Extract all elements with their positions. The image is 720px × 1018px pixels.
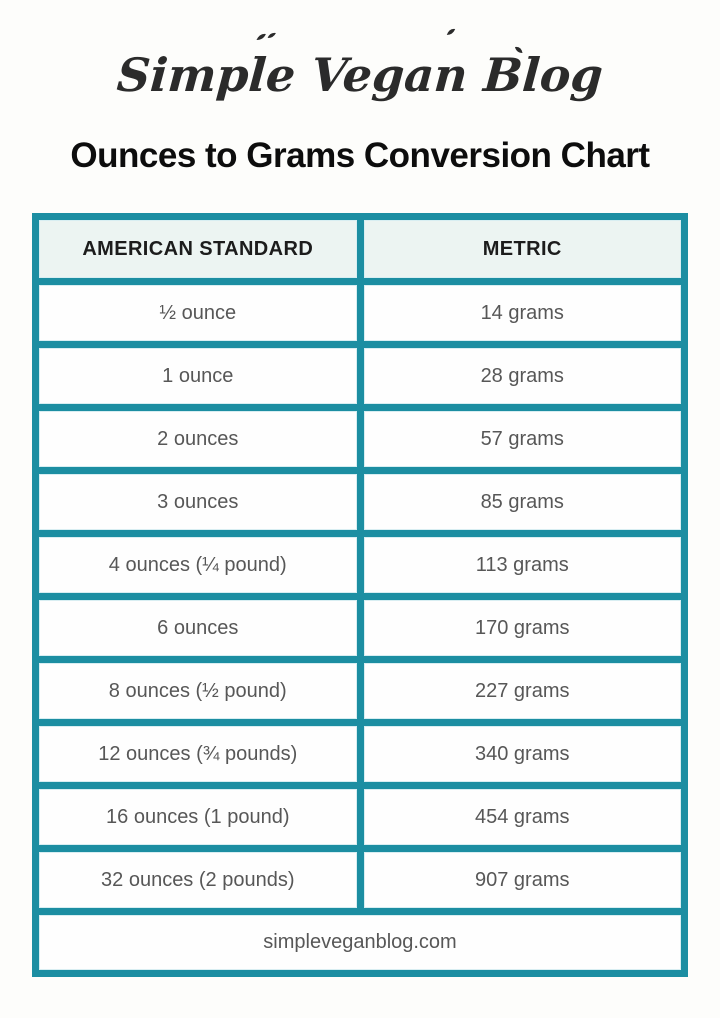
table-cell-metric: 454 grams <box>363 789 681 845</box>
table-cell-metric: 113 grams <box>363 537 681 593</box>
table-cell-standard: 32 ounces (2 pounds) <box>39 852 357 908</box>
table-cell-metric: 170 grams <box>363 600 681 656</box>
table-cell-standard: ½ ounce <box>39 285 357 341</box>
table-cell-metric: 907 grams <box>363 852 681 908</box>
table-cell-metric: 28 grams <box>363 348 681 404</box>
table-cell-standard: 16 ounces (1 pound) <box>39 789 357 845</box>
table-cell-metric: 57 grams <box>363 411 681 467</box>
conversion-table: AMERICAN STANDARD METRIC ½ ounce 14 gram… <box>32 213 688 977</box>
logo: Simple Vegan Blog <box>0 28 720 116</box>
table-cell-standard: 8 ounces (½ pound) <box>39 663 357 719</box>
table-cell-standard: 3 ounces <box>39 474 357 530</box>
column-header-american-standard: AMERICAN STANDARD <box>39 220 357 278</box>
table-cell-standard: 6 ounces <box>39 600 357 656</box>
table-footer-url: simpleveganblog.com <box>39 915 681 970</box>
table-cell-metric: 85 grams <box>363 474 681 530</box>
table-cell-metric: 14 grams <box>363 285 681 341</box>
table-cell-standard: 4 ounces (¼ pound) <box>39 537 357 593</box>
table-cell-standard: 12 ounces (¾ pounds) <box>39 726 357 782</box>
table-cell-standard: 2 ounces <box>39 411 357 467</box>
page-title: Ounces to Grams Conversion Chart <box>70 136 650 175</box>
table-cell-metric: 227 grams <box>363 663 681 719</box>
column-header-metric: METRIC <box>363 220 681 278</box>
logo-text: Simple Vegan Blog <box>115 48 605 102</box>
leaf-icon <box>445 26 464 38</box>
leaf-icon <box>506 44 525 56</box>
leaf-icon <box>254 30 277 44</box>
table-cell-standard: 1 ounce <box>39 348 357 404</box>
table-cell-metric: 340 grams <box>363 726 681 782</box>
